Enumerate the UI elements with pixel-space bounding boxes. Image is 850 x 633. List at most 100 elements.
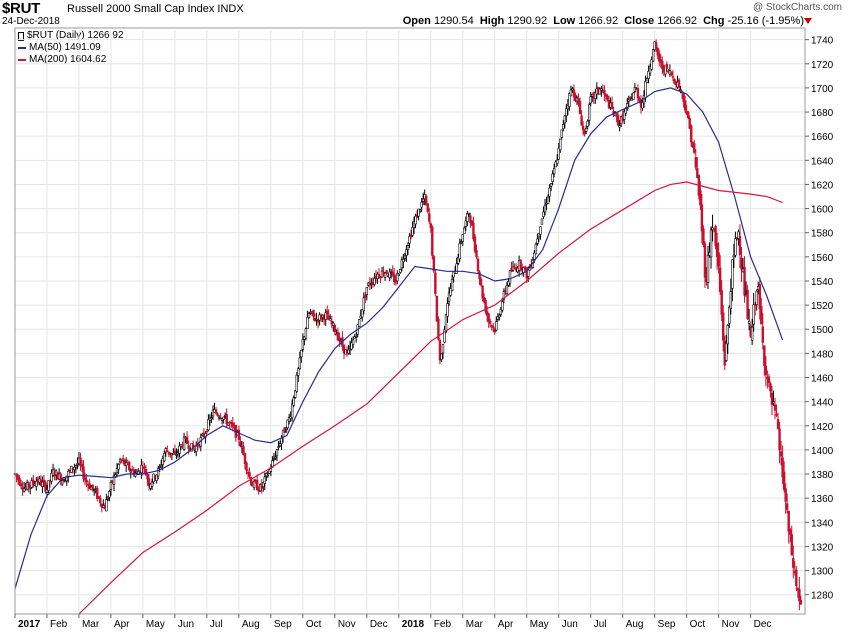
- candle-body: [301, 339, 305, 350]
- candle-body: [263, 476, 266, 484]
- candle-body: [365, 287, 369, 295]
- candle-body: [644, 81, 647, 99]
- candle-body: [729, 291, 733, 310]
- candle-body: [163, 453, 166, 462]
- grid-lines: [14, 30, 805, 614]
- index-full-name: Russell 2000 Small Cap Index: [67, 3, 215, 15]
- candle-body: [566, 104, 570, 110]
- candle-body: [278, 443, 282, 447]
- candle-body: [750, 326, 754, 341]
- y-tick-label: 1440: [811, 398, 834, 409]
- candle-body: [696, 168, 699, 178]
- candle-body: [577, 98, 580, 104]
- candle-body: [211, 409, 215, 417]
- candle-body: [665, 64, 669, 69]
- candle-body: [255, 479, 259, 491]
- candle-body: [411, 227, 414, 236]
- candle-body: [45, 489, 49, 493]
- candle-body: [618, 125, 621, 128]
- candle-body: [249, 477, 253, 486]
- stockcharts-credit[interactable]: @ StockCharts.com: [752, 2, 842, 13]
- candle-body: [463, 227, 466, 234]
- candle-body: [584, 127, 588, 132]
- candle-body: [461, 234, 464, 242]
- candle-body: [431, 226, 434, 256]
- candle-body: [589, 96, 592, 104]
- candle-body: [96, 487, 99, 499]
- candle-body: [59, 473, 62, 483]
- candle-body: [664, 65, 667, 75]
- candle-body: [432, 256, 436, 272]
- x-tick-label: Sep: [274, 619, 292, 630]
- candle-body: [118, 459, 122, 463]
- y-tick-label: 1520: [811, 301, 834, 312]
- candle-body: [700, 204, 704, 232]
- candle-body: [615, 113, 618, 117]
- candle-body: [435, 295, 439, 322]
- candle-body: [205, 430, 209, 433]
- candle-body: [210, 417, 213, 419]
- candle-body: [795, 569, 798, 587]
- x-tick-label: 2017: [18, 619, 41, 630]
- y-tick-label: 1500: [811, 325, 834, 336]
- candle-body: [306, 316, 309, 330]
- axes: 1280 1300 1320 1340 1360 1380 1400 1420 1440 1460…: [14, 27, 834, 630]
- candle-body: [105, 499, 108, 512]
- candle-body: [458, 243, 461, 260]
- candle-body: [178, 445, 181, 454]
- candle-body: [307, 313, 311, 318]
- candle-body: [175, 454, 178, 456]
- exchange-label: INDX: [217, 3, 244, 15]
- candle-body: [767, 376, 771, 383]
- candle-body: [623, 111, 626, 120]
- ma50-line-icon: [18, 47, 26, 49]
- y-tick-label: 1380: [811, 470, 834, 481]
- candle-body: [65, 475, 68, 482]
- x-tick-label: Oct: [306, 619, 322, 630]
- candle-body: [610, 101, 614, 110]
- candle-body: [109, 482, 113, 490]
- x-tick-label: Apr: [498, 619, 514, 630]
- candle-body: [568, 93, 571, 107]
- x-tick-label: Aug: [626, 619, 644, 630]
- candle-body: [409, 234, 413, 238]
- candle-body: [770, 392, 774, 405]
- candle-body: [76, 463, 79, 465]
- candle-body: [559, 138, 562, 151]
- candle-body: [478, 271, 481, 280]
- candle-body: [426, 203, 429, 212]
- open-value: 1290.54: [433, 15, 474, 27]
- high-label: High: [479, 15, 505, 27]
- x-tick-label: Jun: [562, 619, 578, 630]
- candle-body: [661, 60, 664, 69]
- candle-body: [718, 267, 722, 292]
- candle-body: [731, 259, 734, 289]
- candle-body: [22, 487, 26, 492]
- candle-body: [330, 320, 333, 325]
- candle-body: [385, 270, 388, 275]
- candle-body: [670, 71, 673, 76]
- ohlc-summary: Open 1290.54 High 1290.92 Low 1266.92 Cl…: [403, 15, 804, 27]
- candle-body: [74, 465, 78, 468]
- candle-body: [160, 464, 163, 467]
- candle-body: [779, 451, 783, 457]
- candle-body: [534, 243, 538, 255]
- candle-body: [207, 419, 210, 431]
- candle-body: [324, 312, 327, 320]
- candle-body: [557, 147, 560, 160]
- candle-body: [117, 464, 120, 470]
- candle-body: [91, 484, 94, 490]
- candle-body: [562, 124, 565, 129]
- candle-body: [115, 467, 119, 473]
- candle-body: [725, 342, 728, 361]
- x-tick-label: May: [146, 619, 165, 630]
- candle-body: [350, 342, 353, 350]
- candle-body: [787, 510, 790, 532]
- candle-body: [383, 272, 387, 278]
- candle-body: [641, 102, 644, 109]
- candle-body: [549, 183, 553, 187]
- candle-body: [499, 309, 503, 316]
- down-arrow-icon: [804, 18, 812, 24]
- candle-body: [785, 503, 789, 510]
- candle-body: [715, 243, 719, 257]
